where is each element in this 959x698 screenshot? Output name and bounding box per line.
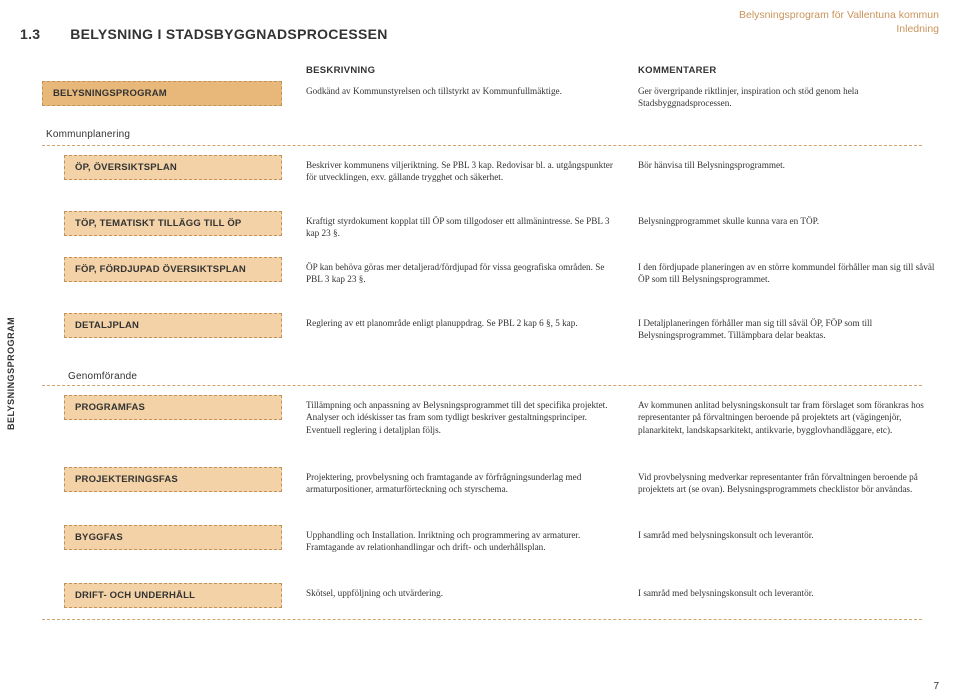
- column-head-comments: KOMMENTARER: [638, 65, 717, 76]
- row-desc: ÖP kan behöva göras mer detaljerad/fördj…: [306, 261, 616, 286]
- row-comment: I samråd med belysningskonsult och lever…: [638, 587, 938, 599]
- section-heading: BELYSNING I STADSBYGGNADSPROCESSEN: [70, 26, 387, 42]
- row-comment: I den fördjupade planeringen av en störr…: [638, 261, 938, 286]
- column-head-description: BESKRIVNING: [306, 65, 375, 76]
- row-label-drift: DRIFT- OCH UNDERHÅLL: [64, 583, 282, 608]
- group-label-kommunplanering: Kommunplanering: [42, 123, 282, 146]
- row-desc: Tillämpning och anpassning av Belysnings…: [306, 399, 616, 436]
- row-label-fop: FÖP, FÖRDJUPAD ÖVERSIKTSPLAN: [64, 257, 282, 282]
- row-desc: Projektering, provbelysning och framtaga…: [306, 471, 616, 496]
- row-label-projekteringsfas: PROJEKTERINGSFAS: [64, 467, 282, 492]
- row-desc: Godkänd av Kommunstyrelsen och tillstyrk…: [306, 85, 616, 97]
- row-comment: Av kommunen anlitad belysningskonsult ta…: [638, 399, 938, 436]
- row-label-byggfas: BYGGFAS: [64, 525, 282, 550]
- row-desc: Skötsel, uppföljning och utvärdering.: [306, 587, 616, 599]
- row-desc: Upphandling och Installation. Inriktning…: [306, 529, 616, 554]
- row-comment: Belysningprogrammet skulle kunna vara en…: [638, 215, 938, 227]
- row-desc: Beskriver kommunens viljeriktning. Se PB…: [306, 159, 616, 184]
- header-line2: Inledning: [896, 23, 939, 35]
- row-label-programfas: PROGRAMFAS: [64, 395, 282, 420]
- header-line1: Belysningsprogram för Vallentuna kommun: [739, 9, 939, 21]
- row-desc: Reglering av ett planområde enligt planu…: [306, 317, 616, 329]
- row-comment: I Detaljplaneringen förhåller man sig ti…: [638, 317, 938, 342]
- row-label-detaljplan: DETALJPLAN: [64, 313, 282, 338]
- divider: [42, 385, 922, 386]
- row-comment: Bör hänvisa till Belysningsprogrammet.: [638, 159, 938, 171]
- row-comment: Ger övergripande riktlinjer, inspiration…: [638, 85, 938, 110]
- header-meta: Belysningsprogram för Vallentuna kommun …: [739, 8, 939, 36]
- row-comment: I samråd med belysningskonsult och lever…: [638, 529, 938, 541]
- row-label-top: TÖP, TEMATISKT TILLÄGG TILL ÖP: [64, 211, 282, 236]
- row-comment: Vid provbelysning medverkar representant…: [638, 471, 938, 496]
- page-number: 7: [933, 681, 939, 692]
- row-label-op: ÖP, ÖVERSIKTSPLAN: [64, 155, 282, 180]
- divider: [42, 145, 922, 146]
- sidebar-vertical-label: BELYSNINGSPROGRAM: [6, 317, 16, 430]
- row-desc: Kraftigt styrdokument kopplat till ÖP so…: [306, 215, 616, 240]
- divider: [42, 619, 922, 620]
- row-label-belysningsprogram: BELYSNINGSPROGRAM: [42, 81, 282, 106]
- section-number: 1.3: [20, 26, 66, 42]
- section-title: 1.3 BELYSNING I STADSBYGGNADSPROCESSEN: [20, 26, 388, 42]
